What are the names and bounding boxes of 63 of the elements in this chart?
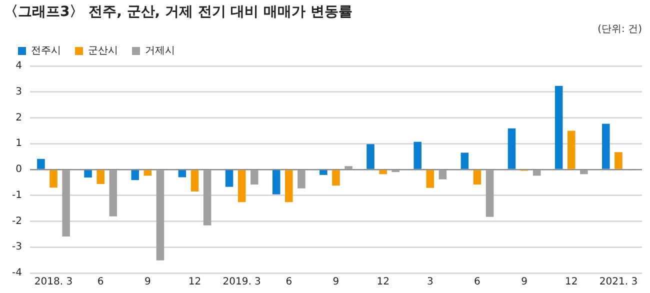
bar — [84, 170, 92, 178]
bar — [285, 170, 293, 202]
bar — [426, 170, 434, 188]
bar — [50, 170, 58, 188]
chart-subtitle: (단위: 건) — [598, 23, 642, 36]
bar — [460, 152, 469, 169]
bar — [131, 170, 140, 180]
x-tick-label: 12 — [376, 276, 390, 288]
bar — [332, 170, 340, 186]
x-tick-label: 6 — [97, 276, 104, 288]
y-tick-label: -2 — [12, 216, 22, 227]
bar — [190, 170, 199, 192]
chart-title: 〈그래프3〉 전주, 군산, 거제 전기 대비 매매가 변동률 — [4, 3, 352, 21]
x-tick-label: 2018. 3 — [34, 276, 73, 288]
bar — [580, 170, 588, 174]
y-tick-label: 1 — [16, 138, 22, 150]
bar — [567, 130, 576, 169]
bar — [379, 170, 387, 174]
y-tick-label: 0 — [16, 164, 22, 176]
bar — [438, 170, 447, 180]
bar — [414, 142, 422, 169]
bar — [238, 170, 246, 202]
bar — [366, 144, 374, 169]
legend-label: 전주시 — [31, 46, 61, 57]
bar — [272, 170, 280, 194]
x-tick-label: 2019. 3 — [222, 276, 261, 288]
y-tick-label: 2 — [16, 112, 22, 124]
y-tick-label: -3 — [12, 242, 22, 253]
y-tick-label: 3 — [16, 86, 22, 98]
y-tick-label: -4 — [12, 268, 22, 279]
bar — [62, 170, 70, 237]
y-tick-label: 4 — [16, 60, 22, 72]
x-tick-label: 12 — [565, 276, 578, 288]
x-tick-label: 6 — [474, 276, 480, 288]
x-tick-label: 9 — [521, 276, 528, 288]
bar — [532, 170, 541, 176]
bar — [156, 170, 164, 260]
x-tick-label: 6 — [286, 276, 292, 288]
bar — [298, 170, 306, 188]
bar — [225, 170, 234, 187]
bar — [602, 124, 610, 169]
y-tick-label: -1 — [12, 190, 22, 201]
legend-label: 군산시 — [88, 46, 118, 57]
bar — [344, 166, 352, 169]
x-tick-label: 9 — [332, 276, 340, 288]
bar — [473, 170, 482, 185]
x-tick-label: 9 — [144, 276, 151, 288]
bar — [250, 170, 258, 185]
bar — [508, 128, 516, 169]
bar — [178, 170, 186, 178]
bar — [554, 86, 563, 169]
bar — [320, 170, 328, 175]
bar — [37, 158, 45, 169]
legend-label: 거제시 — [145, 46, 175, 57]
x-tick-label: 2021. 3 — [599, 276, 638, 288]
bar — [486, 170, 494, 217]
x-tick-label: 3 — [426, 276, 434, 288]
bar — [203, 170, 212, 226]
bar — [96, 170, 104, 184]
bar — [614, 152, 622, 169]
bar — [109, 170, 118, 216]
bar — [144, 170, 152, 176]
x-tick-label: 12 — [188, 276, 202, 288]
